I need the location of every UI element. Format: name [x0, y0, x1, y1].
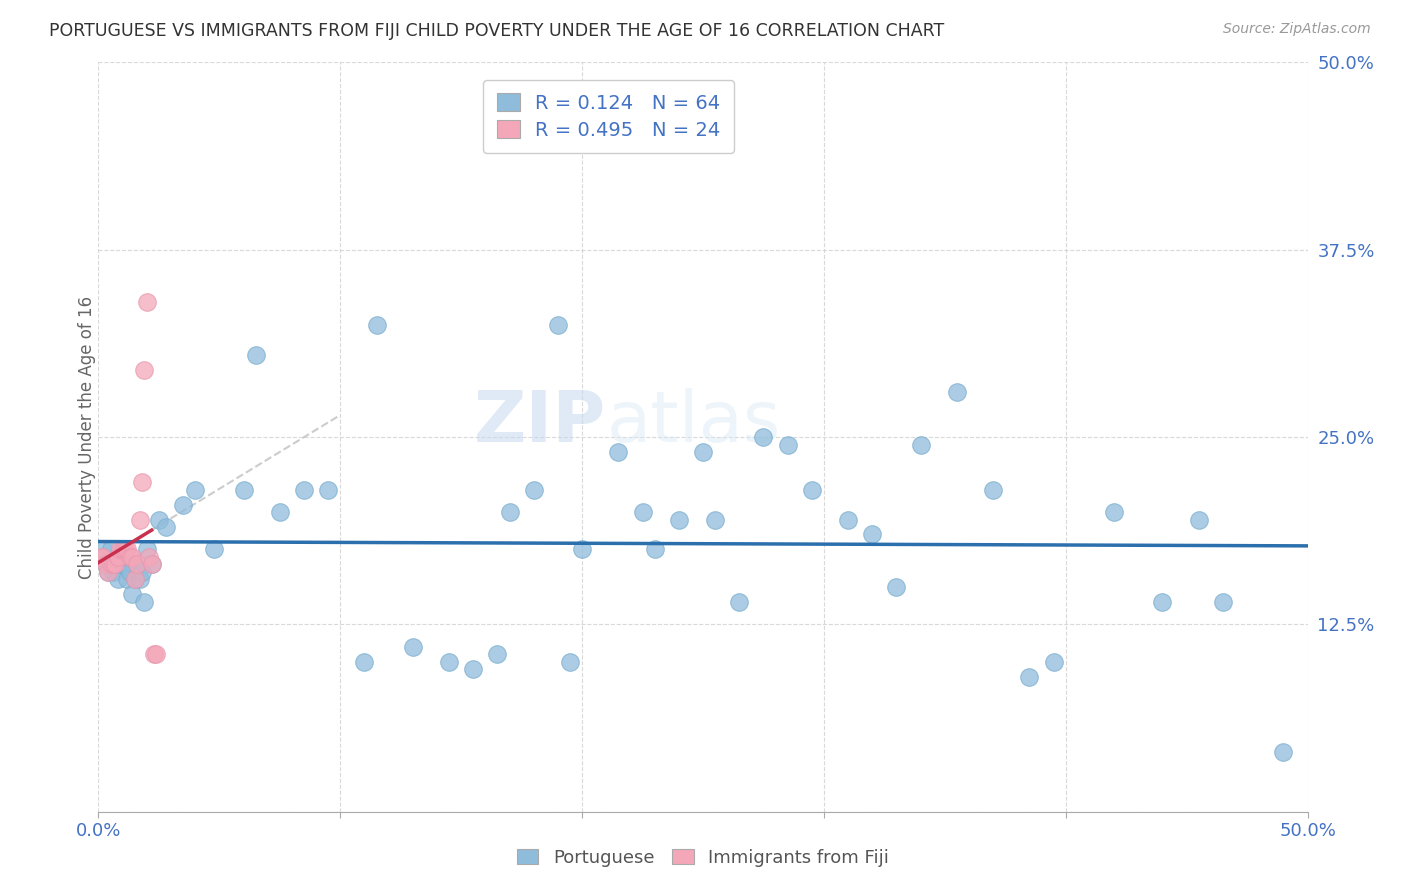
Point — [114, 549, 136, 564]
Point — [101, 558, 124, 572]
Point — [316, 483, 339, 497]
Point — [837, 512, 859, 526]
Point — [143, 648, 166, 662]
Point — [269, 505, 291, 519]
Point — [981, 483, 1004, 497]
Point — [607, 445, 630, 459]
Point — [547, 318, 569, 332]
Point — [94, 558, 117, 572]
Point — [910, 437, 932, 451]
Point — [463, 662, 485, 676]
Point — [1212, 595, 1234, 609]
Point — [1188, 512, 1211, 526]
Point — [124, 573, 146, 587]
Point — [111, 542, 134, 557]
Point — [91, 542, 114, 557]
Point — [204, 542, 226, 557]
Point — [90, 549, 112, 564]
Point — [138, 549, 160, 564]
Point — [108, 542, 131, 557]
Point — [292, 483, 315, 497]
Point — [523, 483, 546, 497]
Point — [1272, 745, 1295, 759]
Point — [366, 318, 388, 332]
Point — [111, 558, 134, 572]
Point — [1018, 670, 1040, 684]
Legend: R = 0.124   N = 64, R = 0.495   N = 24: R = 0.124 N = 64, R = 0.495 N = 24 — [484, 79, 734, 153]
Point — [145, 648, 167, 662]
Point — [135, 542, 157, 557]
Point — [1102, 505, 1125, 519]
Point — [91, 549, 114, 564]
Point — [776, 437, 799, 451]
Point — [886, 580, 908, 594]
Point — [121, 587, 143, 601]
Point — [644, 542, 666, 557]
Point — [127, 558, 149, 572]
Point — [100, 558, 122, 572]
Point — [245, 348, 267, 362]
Point — [107, 573, 129, 587]
Point — [124, 573, 146, 587]
Point — [118, 549, 141, 564]
Point — [353, 655, 375, 669]
Point — [437, 655, 460, 669]
Text: Source: ZipAtlas.com: Source: ZipAtlas.com — [1223, 22, 1371, 37]
Point — [118, 565, 141, 579]
Text: ZIP: ZIP — [474, 388, 606, 457]
Point — [134, 362, 156, 376]
Point — [101, 565, 124, 579]
Point — [128, 573, 150, 587]
Point — [232, 483, 254, 497]
Point — [184, 483, 207, 497]
Text: PORTUGUESE VS IMMIGRANTS FROM FIJI CHILD POVERTY UNDER THE AGE OF 16 CORRELATION: PORTUGUESE VS IMMIGRANTS FROM FIJI CHILD… — [49, 22, 945, 40]
Point — [100, 542, 122, 557]
Point — [728, 595, 751, 609]
Legend: Portuguese, Immigrants from Fiji: Portuguese, Immigrants from Fiji — [509, 842, 897, 874]
Point — [172, 498, 194, 512]
Point — [148, 512, 170, 526]
Point — [571, 542, 593, 557]
Point — [117, 573, 139, 587]
Point — [104, 558, 127, 572]
Point — [141, 558, 163, 572]
Point — [402, 640, 425, 654]
Point — [752, 430, 775, 444]
Point — [692, 445, 714, 459]
Point — [155, 520, 177, 534]
Point — [107, 549, 129, 564]
Point — [94, 558, 117, 572]
Point — [704, 512, 727, 526]
Point — [104, 558, 127, 572]
Point — [135, 295, 157, 310]
Point — [127, 558, 149, 572]
Point — [114, 542, 136, 557]
Point — [631, 505, 654, 519]
Point — [134, 595, 156, 609]
Point — [668, 512, 690, 526]
Point — [121, 549, 143, 564]
Text: atlas: atlas — [606, 388, 780, 457]
Point — [117, 542, 139, 557]
Point — [141, 558, 163, 572]
Point — [108, 558, 131, 572]
Point — [498, 505, 520, 519]
Point — [946, 385, 969, 400]
Point — [800, 483, 823, 497]
Point — [131, 475, 153, 489]
Point — [1042, 655, 1064, 669]
Point — [860, 527, 883, 541]
Y-axis label: Child Poverty Under the Age of 16: Child Poverty Under the Age of 16 — [79, 295, 96, 579]
Point — [97, 565, 120, 579]
Point — [97, 565, 120, 579]
Point — [558, 655, 581, 669]
Point — [128, 512, 150, 526]
Point — [486, 648, 509, 662]
Point — [1152, 595, 1174, 609]
Point — [131, 565, 153, 579]
